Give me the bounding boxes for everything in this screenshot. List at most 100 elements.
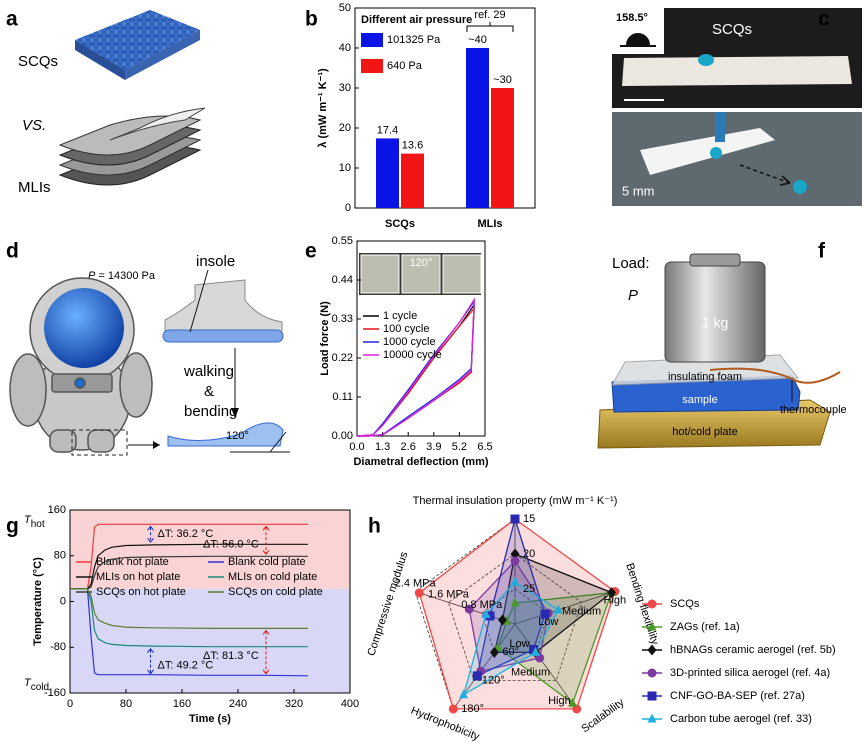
y-tick-label: 0.44 xyxy=(332,274,353,286)
cold-region xyxy=(70,588,350,693)
arrow-head xyxy=(262,630,270,635)
value: = 14300 Pa xyxy=(95,270,156,282)
marker xyxy=(510,514,520,524)
annotation: ΔT: 36.2 °C xyxy=(158,528,214,540)
annotation: Thot xyxy=(24,514,45,530)
x-axis-label: Diametral deflection (mm) xyxy=(353,456,488,468)
series-line xyxy=(70,555,308,590)
annotation-text: T xyxy=(24,677,32,689)
legend-marker xyxy=(647,668,657,678)
needle xyxy=(715,112,725,142)
label: P xyxy=(628,287,638,304)
panel-f: f Load: P 1 kg insulating foam sample th… xyxy=(597,240,847,449)
sample-slab xyxy=(622,56,852,86)
arrow-head xyxy=(262,550,270,555)
axis-tick-label: 120° xyxy=(482,675,505,687)
scale-label: 5 mm xyxy=(622,183,655,198)
arrow-head xyxy=(147,525,154,531)
x-tick-label: 6.5 xyxy=(477,441,492,453)
legend-title: Different air pressure xyxy=(361,14,472,26)
y-axis-label: Load force (N) xyxy=(319,301,331,376)
axis-tick-label: Low xyxy=(509,638,529,650)
annotation: ΔT: 81.3 °C xyxy=(203,650,259,662)
marker xyxy=(568,697,578,707)
y-axis-label: λ (mW m⁻¹ K⁻¹) xyxy=(317,68,329,148)
mli-layers xyxy=(58,107,206,186)
pressure: P = 14300 Pa xyxy=(88,270,156,282)
arrow xyxy=(189,269,209,333)
astronaut xyxy=(9,277,153,453)
legend-label: SCQs xyxy=(670,598,700,610)
contact-angle: 158.5° xyxy=(616,12,648,24)
label: Load: xyxy=(612,255,650,272)
angle-line xyxy=(269,431,287,453)
x-tick-label: SCQs xyxy=(385,218,415,230)
series-line xyxy=(70,588,308,629)
label: 1 kg xyxy=(702,315,728,331)
label: sample xyxy=(682,394,717,406)
marker xyxy=(485,611,495,621)
legend-label: 3D-printed silica aerogel (ref. 4a) xyxy=(670,667,830,679)
y-tick-label: 0.00 xyxy=(332,430,353,442)
x-tick-label: 160 xyxy=(173,698,191,710)
bar xyxy=(466,48,489,208)
legend-label: 10000 cycle xyxy=(383,349,442,361)
y-axis-label: Temperature (°C) xyxy=(32,557,44,646)
legend-label: MLIs on cold plate xyxy=(228,571,317,583)
data-label: 17.4 xyxy=(377,124,398,136)
spoke xyxy=(514,591,615,625)
legend-swatch xyxy=(361,59,383,73)
data-label: ~30 xyxy=(493,74,512,86)
annotation: Tcold xyxy=(24,677,49,693)
annotation-subscript: hot xyxy=(31,519,45,530)
arrow-head xyxy=(779,175,791,186)
x-tick-label: 1.3 xyxy=(375,441,390,453)
panel-d: d P = 14300 Pa insole walking & bending … xyxy=(6,240,290,456)
label: insulating foam xyxy=(668,371,742,383)
axis-tick-label: Low xyxy=(538,616,558,628)
annotation-subscript: cold xyxy=(31,682,49,693)
axis-label: Thermal insulation property (mW m⁻¹ K⁻¹) xyxy=(413,495,618,507)
plot-frame xyxy=(356,240,486,437)
y-tick-label: 10 xyxy=(339,162,351,174)
arrow-head xyxy=(147,538,154,543)
arrow-head xyxy=(147,669,154,675)
series-area xyxy=(497,591,613,705)
legend-label: MLIs on hot plate xyxy=(96,571,180,583)
annotation-text: ΔT: 81.3 °C xyxy=(203,650,259,662)
label: hot/cold plate xyxy=(672,426,737,438)
legend-label: SCQs on hot plate xyxy=(96,586,186,598)
legend-label: CNF-GO-BA-SEP (ref. 27a) xyxy=(670,690,805,702)
arrow-head xyxy=(262,525,270,531)
panel-letter: g xyxy=(6,515,19,538)
y-tick-label: 50 xyxy=(339,2,351,14)
axis-tick-label: 25 xyxy=(523,583,535,595)
label: SCQs xyxy=(18,53,58,70)
label: & xyxy=(204,383,214,400)
y-tick-label: 40 xyxy=(339,42,351,54)
panel-letter: b xyxy=(305,8,318,31)
inset-photo xyxy=(442,254,482,294)
inset-photo xyxy=(401,254,441,294)
bar xyxy=(401,153,424,208)
bracket xyxy=(466,22,514,32)
hot-region xyxy=(70,510,350,589)
marker xyxy=(607,587,617,599)
legend-label: 101325 Pa xyxy=(387,34,441,46)
marker xyxy=(531,646,541,656)
series-area xyxy=(468,559,549,672)
series-area xyxy=(418,518,616,710)
legend-marker xyxy=(647,713,657,723)
marker xyxy=(510,576,520,586)
arrow-head xyxy=(153,441,160,449)
x-tick-label: 400 xyxy=(341,698,359,710)
data-label: ~40 xyxy=(468,34,487,46)
x-tick-label: 2.6 xyxy=(401,441,416,453)
label: MLIs xyxy=(18,179,51,196)
bar xyxy=(376,138,399,208)
x-tick-label: 3.9 xyxy=(426,441,441,453)
panel-letter: a xyxy=(6,8,18,31)
y-tick-label: 0.22 xyxy=(332,352,353,364)
marker xyxy=(448,704,458,714)
